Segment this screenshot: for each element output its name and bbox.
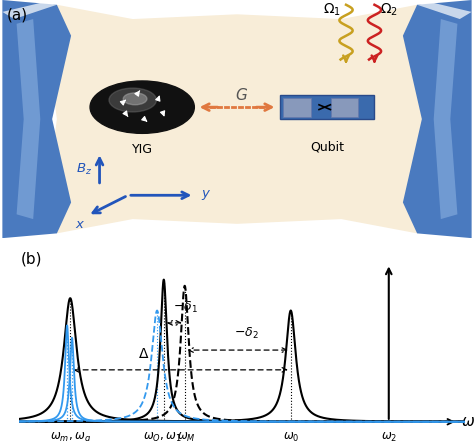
Polygon shape <box>47 5 436 233</box>
Circle shape <box>123 93 147 105</box>
Text: $\Omega_1$: $\Omega_1$ <box>323 1 341 18</box>
Text: $x$: $x$ <box>75 218 86 231</box>
Text: $\Omega_2$: $\Omega_2$ <box>380 1 398 18</box>
FancyBboxPatch shape <box>331 97 358 117</box>
Text: $-\delta_1$: $-\delta_1$ <box>173 300 198 315</box>
Circle shape <box>90 81 194 133</box>
Polygon shape <box>417 2 472 19</box>
Polygon shape <box>2 2 57 19</box>
Text: $-\delta_2$: $-\delta_2$ <box>234 326 259 341</box>
Text: $\omega_M$: $\omega_M$ <box>177 430 195 441</box>
Polygon shape <box>17 19 40 219</box>
Polygon shape <box>2 0 71 238</box>
Polygon shape <box>403 0 472 238</box>
Text: YIG: YIG <box>132 143 153 156</box>
Text: Qubit: Qubit <box>310 141 344 153</box>
Text: (a): (a) <box>7 7 28 22</box>
Text: $y$: $y$ <box>201 188 212 202</box>
Text: $\omega_2$: $\omega_2$ <box>381 430 397 441</box>
Text: $\Delta$: $\Delta$ <box>138 347 149 361</box>
Text: $B_z$: $B_z$ <box>76 161 92 177</box>
Text: $\omega_0$: $\omega_0$ <box>283 430 299 441</box>
Circle shape <box>109 88 156 112</box>
Text: $\omega_m,\omega_q$: $\omega_m,\omega_q$ <box>50 430 91 441</box>
Polygon shape <box>434 19 457 219</box>
Text: (b): (b) <box>21 251 43 266</box>
FancyBboxPatch shape <box>280 95 374 119</box>
Text: $G$: $G$ <box>235 87 248 103</box>
FancyBboxPatch shape <box>283 97 311 117</box>
Text: $\omega_Q,\omega_1$: $\omega_Q,\omega_1$ <box>143 430 182 441</box>
Text: $\omega$: $\omega$ <box>461 414 474 429</box>
